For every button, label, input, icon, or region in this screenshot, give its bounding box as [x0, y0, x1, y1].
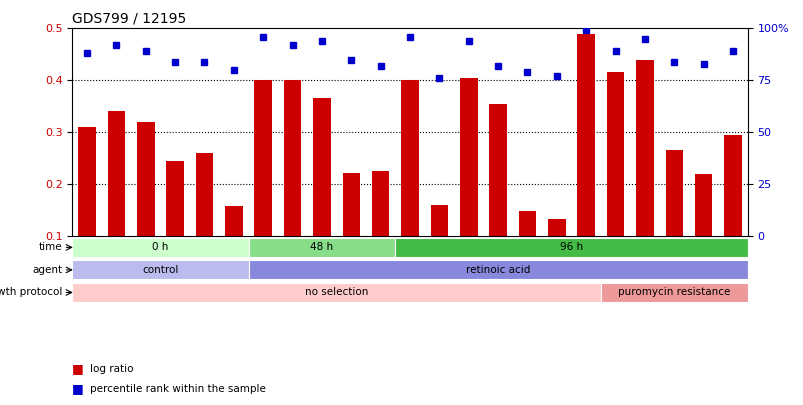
Text: puromycin resistance: puromycin resistance — [618, 288, 730, 298]
Bar — [78, 127, 96, 236]
Text: growth protocol: growth protocol — [0, 288, 62, 298]
Bar — [459, 78, 477, 236]
Bar — [694, 174, 711, 236]
Text: GDS799 / 12195: GDS799 / 12195 — [72, 12, 186, 26]
Bar — [395, 238, 747, 257]
Bar — [518, 211, 536, 236]
Bar — [108, 111, 125, 236]
Bar — [166, 161, 184, 236]
Bar — [635, 60, 653, 236]
Bar — [401, 80, 418, 236]
Bar — [548, 219, 565, 236]
Text: control: control — [142, 265, 178, 275]
Text: agent: agent — [32, 265, 62, 275]
Bar — [606, 72, 624, 236]
Text: 96 h: 96 h — [559, 242, 582, 252]
Bar — [600, 283, 747, 302]
Bar — [72, 283, 600, 302]
Bar — [489, 104, 507, 236]
Text: log ratio: log ratio — [90, 364, 133, 373]
Text: percentile rank within the sample: percentile rank within the sample — [90, 384, 266, 394]
Text: 48 h: 48 h — [310, 242, 333, 252]
Text: ■: ■ — [72, 362, 84, 375]
Bar — [372, 171, 389, 236]
Text: no selection: no selection — [304, 288, 368, 298]
Text: 0 h: 0 h — [152, 242, 169, 252]
Bar — [72, 260, 248, 279]
Bar — [342, 173, 360, 236]
Bar — [248, 260, 747, 279]
Text: retinoic acid: retinoic acid — [466, 265, 530, 275]
Text: time: time — [39, 242, 62, 252]
Bar — [724, 135, 741, 236]
Bar — [430, 205, 447, 236]
Bar — [248, 238, 395, 257]
Bar — [283, 80, 301, 236]
Bar — [254, 80, 271, 236]
Bar — [312, 98, 330, 236]
Bar — [225, 207, 243, 236]
Bar — [137, 122, 154, 236]
Bar — [195, 153, 213, 236]
Bar — [72, 238, 248, 257]
Bar — [665, 150, 683, 236]
Bar — [577, 34, 594, 236]
Text: ■: ■ — [72, 382, 84, 395]
